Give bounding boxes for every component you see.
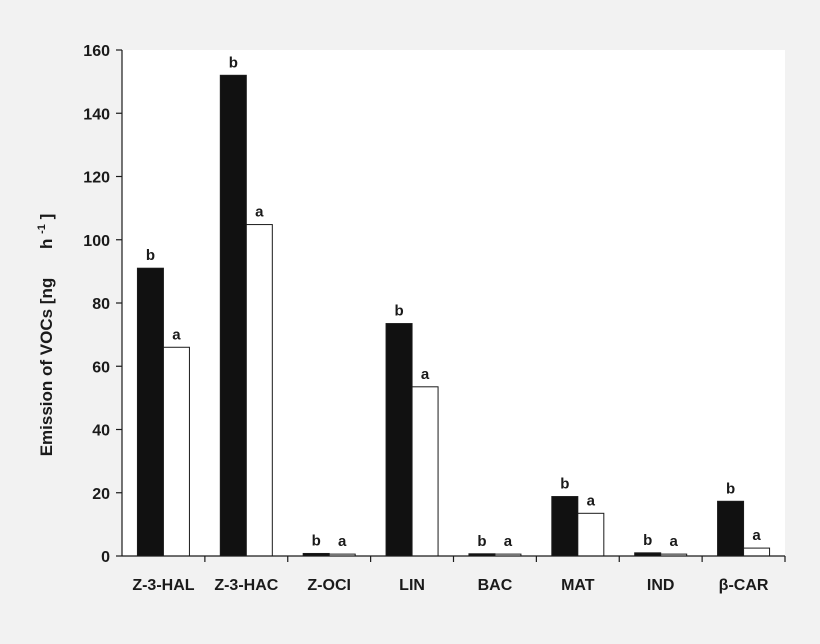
x-category-label: LIN: [399, 577, 425, 594]
significance-letter: b: [312, 532, 321, 549]
y-tick-label: 40: [92, 423, 110, 440]
significance-letter: b: [477, 533, 486, 550]
y-tick-label: 120: [83, 170, 110, 187]
y-tick-label: 100: [83, 233, 110, 250]
significance-letter: b: [560, 476, 569, 493]
x-category-labels: Z-3-HAL Z-3-HAC Z-OCI LIN BAC MAT IND β-CAR: [132, 556, 786, 594]
bar-series-1: [219, 74, 247, 557]
significance-letter: a: [255, 204, 264, 221]
significance-letter: b: [726, 480, 735, 497]
significance-letter: b: [394, 303, 403, 320]
bar-series-2: [162, 346, 190, 557]
bars-layer: [136, 74, 771, 557]
significance-letter: a: [587, 492, 596, 509]
significance-letter: a: [172, 326, 181, 343]
y-tick-label: 160: [83, 43, 110, 60]
significance-letter: a: [338, 533, 347, 550]
significance-letter: b: [146, 247, 155, 264]
bar-series-2: [411, 386, 439, 557]
y-axis-title: Emission of VOCs [ng h -1 ]: [30, 214, 56, 457]
significance-letter: a: [670, 533, 679, 550]
significance-letter: a: [421, 366, 430, 383]
bar-series-1: [717, 500, 745, 557]
bar-series-2: [743, 547, 771, 557]
y-tick-label: 20: [92, 486, 110, 503]
bar-series-2: [577, 512, 605, 557]
x-category-label: β-CAR: [719, 577, 769, 594]
y-axis-title-unit: h: [37, 239, 56, 249]
x-category-label: MAT: [561, 577, 595, 594]
significance-letter: a: [504, 533, 513, 550]
significance-letter: b: [643, 532, 652, 549]
y-tick-label: 60: [92, 359, 110, 376]
x-category-label: Z-3-HAL: [132, 577, 194, 594]
significance-letter: a: [752, 527, 761, 544]
bar-series-1: [136, 267, 164, 557]
y-axis-title-close: ]: [37, 214, 56, 220]
x-category-label: IND: [647, 577, 675, 594]
bar-series-2: [245, 224, 273, 557]
y-tick-label: 80: [92, 296, 110, 313]
bar-series-1: [385, 323, 413, 557]
bar-series-1: [551, 496, 579, 557]
x-category-label: Z-OCI: [307, 577, 351, 594]
significance-letter: b: [229, 54, 238, 71]
y-ticks: 0 20 40 60 80 100 120 140 160: [83, 43, 122, 566]
y-tick-label: 140: [83, 106, 110, 123]
y-axis-title-main: Emission of VOCs [ng: [37, 278, 56, 457]
x-category-label: BAC: [478, 577, 513, 594]
x-category-label: Z-3-HAC: [214, 577, 278, 594]
y-tick-label: 0: [101, 549, 110, 566]
y-axis-title-sup: -1: [36, 224, 48, 234]
